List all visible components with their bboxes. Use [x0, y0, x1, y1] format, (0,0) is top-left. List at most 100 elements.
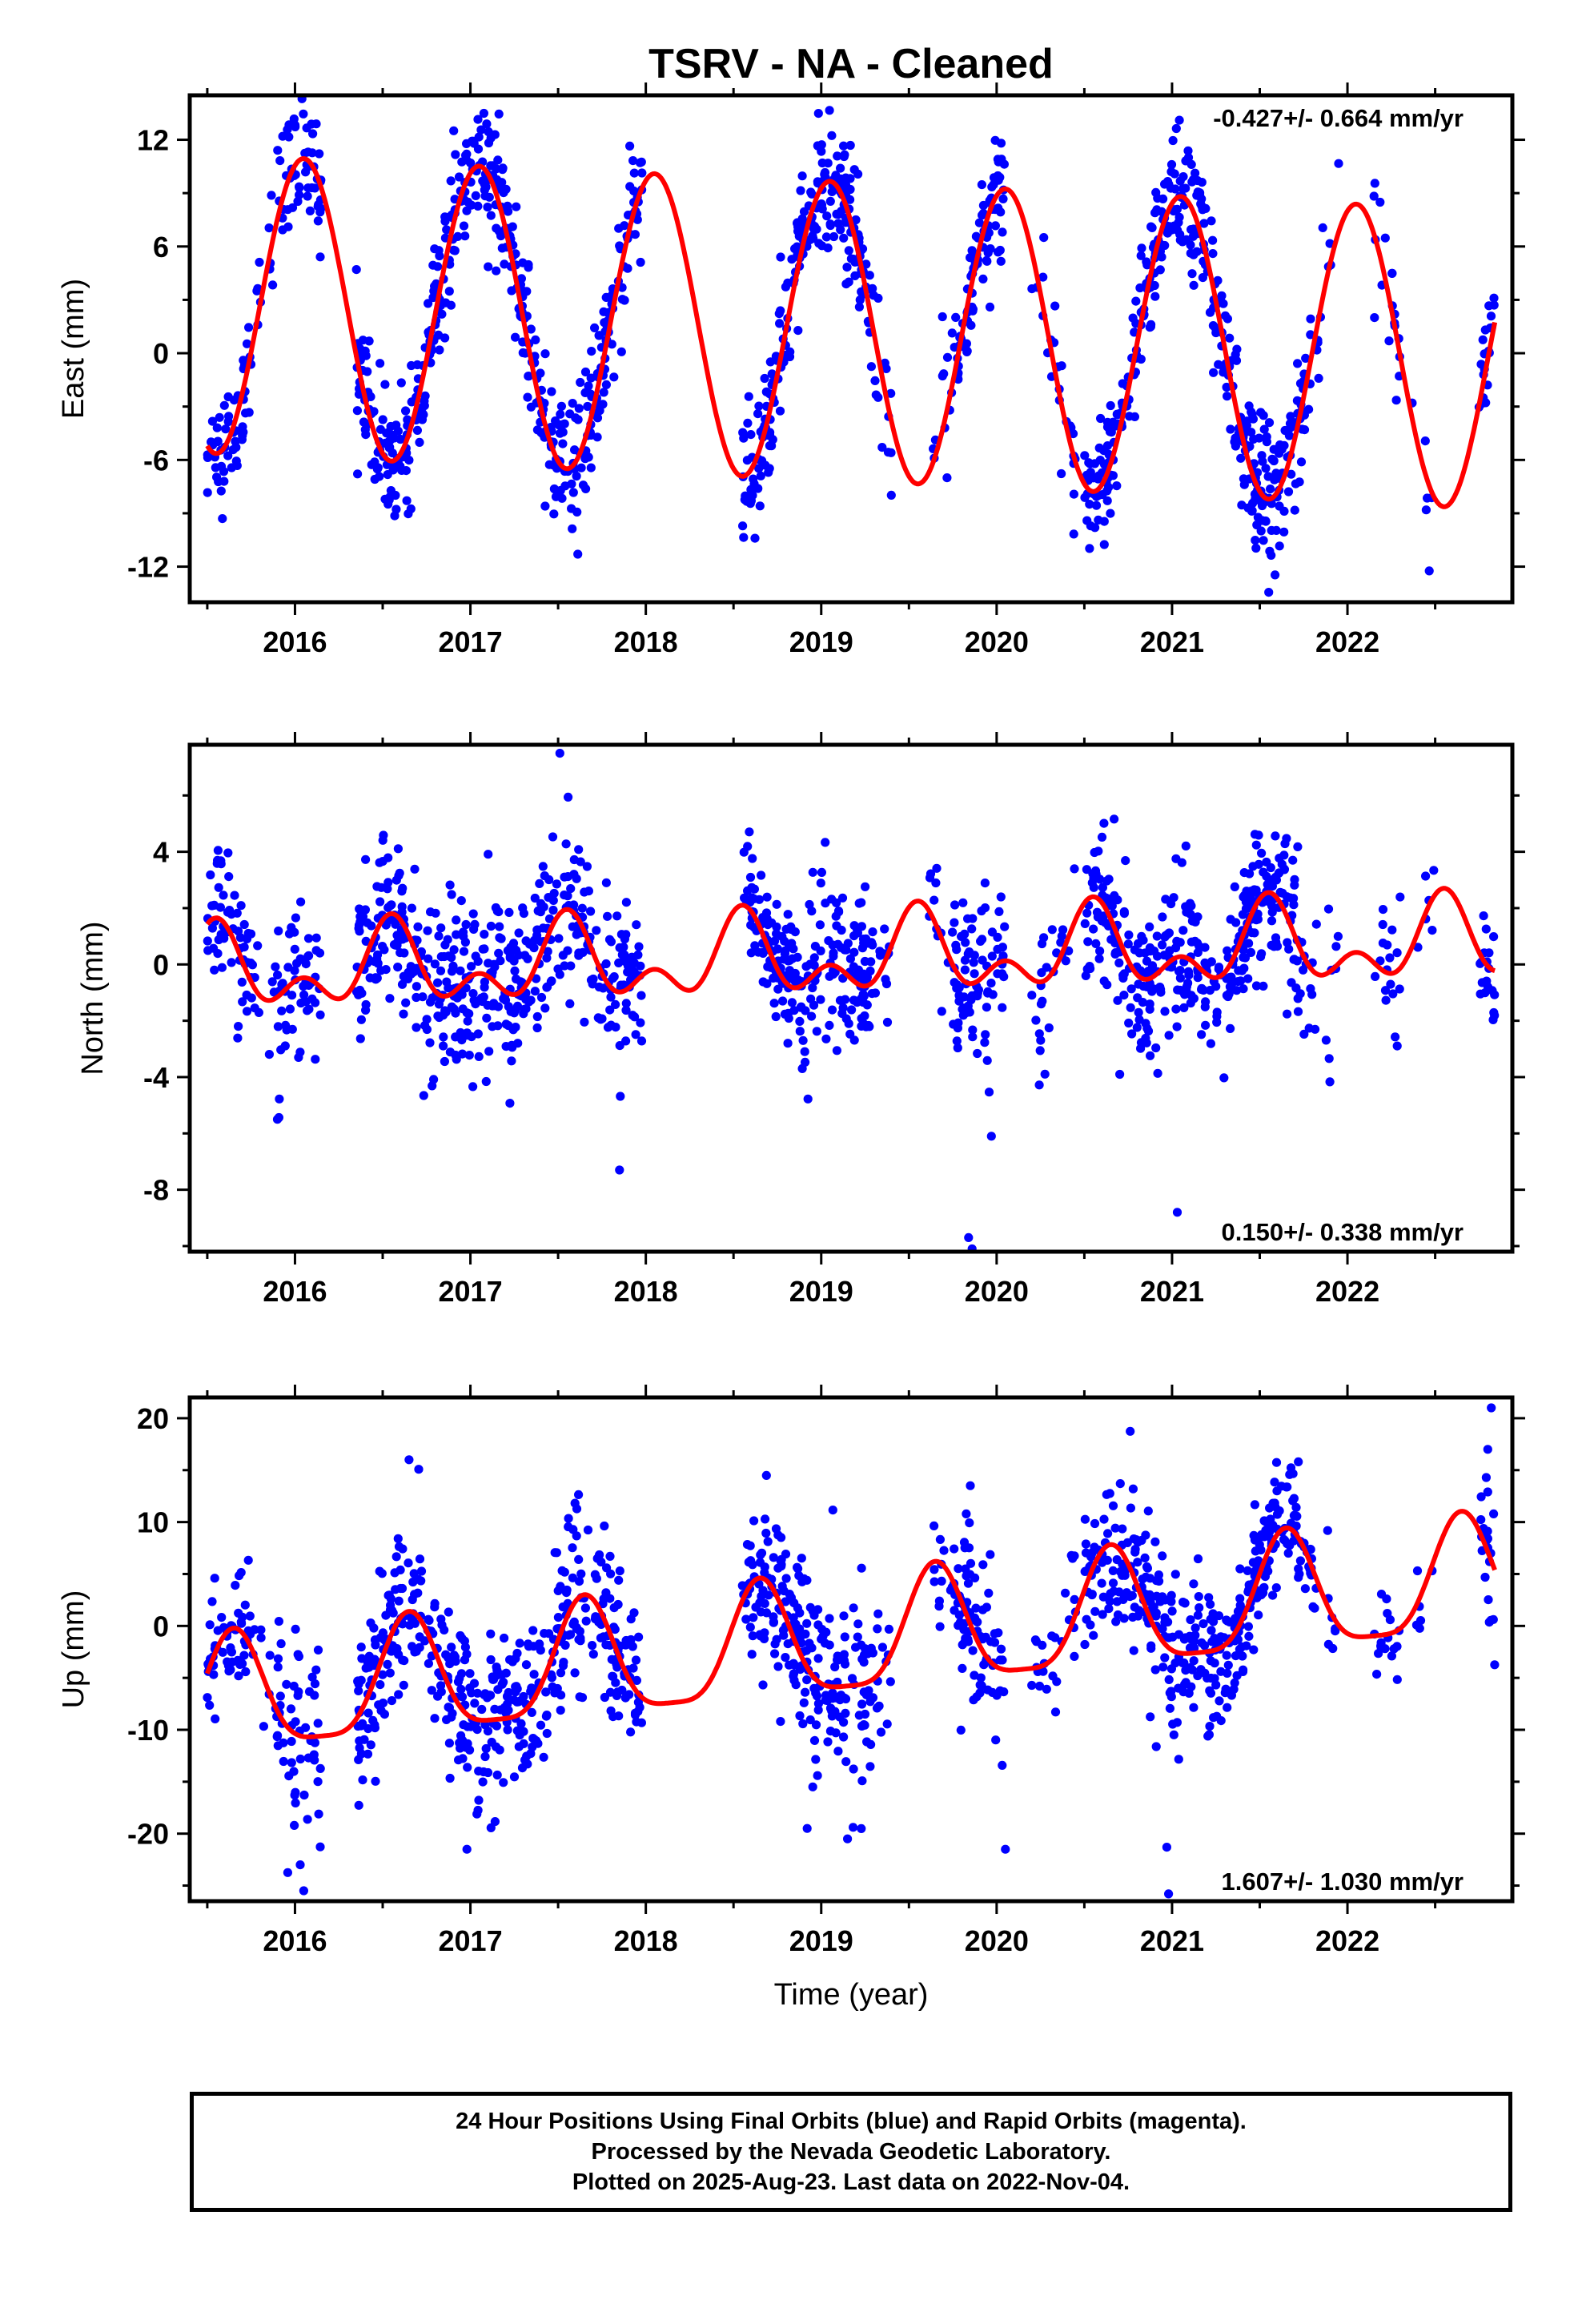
data-point	[1292, 1511, 1302, 1521]
data-point	[1056, 938, 1066, 947]
data-point	[1304, 404, 1314, 414]
data-point	[1226, 1023, 1235, 1033]
data-point	[1167, 1606, 1177, 1616]
data-point	[1136, 1038, 1146, 1047]
data-point	[805, 899, 814, 910]
data-point	[1146, 1597, 1155, 1606]
data-point	[462, 139, 472, 148]
data-point	[776, 1717, 785, 1727]
data-point	[560, 872, 569, 882]
data-point	[1103, 1529, 1113, 1538]
data-point	[1179, 1658, 1189, 1668]
data-point	[275, 1094, 284, 1104]
data-point	[572, 1531, 581, 1541]
data-point	[1375, 956, 1385, 966]
data-point	[592, 1574, 601, 1583]
data-point	[247, 993, 256, 1003]
data-point	[769, 936, 780, 946]
y-tick-label: 0	[153, 948, 169, 981]
data-point	[273, 970, 283, 980]
data-point	[489, 999, 499, 1008]
data-point	[1146, 1643, 1156, 1653]
data-point	[616, 930, 627, 939]
data-point	[497, 178, 507, 187]
data-point	[529, 943, 539, 953]
data-point	[827, 1005, 837, 1015]
data-point	[518, 903, 528, 913]
data-point	[1040, 1069, 1050, 1079]
data-point	[982, 1602, 991, 1612]
data-point	[606, 992, 616, 1002]
data-point	[373, 463, 383, 472]
data-point	[549, 509, 559, 519]
data-point	[1423, 493, 1432, 503]
data-point	[1415, 1623, 1424, 1633]
data-point	[290, 1820, 299, 1830]
data-point	[1102, 486, 1112, 496]
data-point	[984, 1088, 994, 1097]
data-point	[457, 1692, 468, 1702]
data-point	[304, 951, 314, 960]
data-point	[1283, 1548, 1293, 1558]
data-point	[414, 1465, 424, 1474]
data-point	[473, 115, 483, 124]
data-point	[394, 1690, 404, 1699]
data-point	[413, 922, 423, 931]
data-point	[1081, 1539, 1090, 1549]
x-axis-label: Time (year)	[774, 1978, 929, 2012]
data-point	[803, 1094, 813, 1104]
data-point	[822, 211, 832, 221]
data-point-outlier	[555, 749, 564, 758]
data-point	[1386, 979, 1395, 989]
data-point	[468, 1082, 478, 1092]
data-point	[813, 1771, 822, 1780]
data-point	[541, 1711, 552, 1721]
data-point	[817, 867, 826, 877]
data-point	[1295, 1556, 1305, 1566]
data-point	[746, 430, 756, 440]
data-point	[1247, 409, 1257, 419]
data-point	[1239, 984, 1248, 994]
data-point	[1151, 187, 1161, 197]
data-point	[501, 1708, 511, 1718]
data-point	[1160, 1007, 1170, 1016]
data-point	[793, 219, 802, 228]
data-point	[313, 1719, 323, 1728]
data-point	[996, 207, 1006, 217]
data-point	[1380, 233, 1390, 243]
data-point	[1036, 1035, 1046, 1045]
data-point	[1420, 436, 1430, 446]
data-point	[757, 1591, 766, 1601]
data-point	[1149, 984, 1158, 994]
data-point	[375, 359, 385, 368]
data-point	[745, 1622, 755, 1632]
data-point	[1184, 1688, 1194, 1698]
data-point	[862, 1000, 872, 1010]
data-point	[980, 879, 990, 888]
data-point	[1231, 918, 1241, 927]
data-point	[837, 207, 846, 216]
data-point	[581, 1616, 591, 1626]
data-point	[1069, 529, 1078, 539]
data-point	[1252, 1593, 1262, 1602]
data-point	[352, 406, 362, 416]
data-point	[1395, 984, 1404, 994]
data-point	[568, 399, 577, 408]
plot-frame-north	[187, 742, 1515, 1254]
data-point	[383, 1590, 393, 1600]
data-point	[516, 1719, 526, 1728]
data-point	[1235, 1564, 1245, 1574]
data-point	[1225, 333, 1235, 343]
data-point	[758, 948, 768, 958]
data-point	[1243, 1622, 1253, 1631]
data-point	[1178, 237, 1187, 247]
data-point	[847, 1005, 857, 1015]
data-point	[315, 1763, 325, 1773]
data-point	[1080, 451, 1090, 460]
data-point	[1089, 924, 1098, 934]
data-point	[1132, 1023, 1142, 1032]
data-point	[799, 1698, 809, 1707]
data-point	[825, 1020, 834, 1030]
data-point	[1108, 1566, 1118, 1575]
data-point	[495, 933, 504, 943]
